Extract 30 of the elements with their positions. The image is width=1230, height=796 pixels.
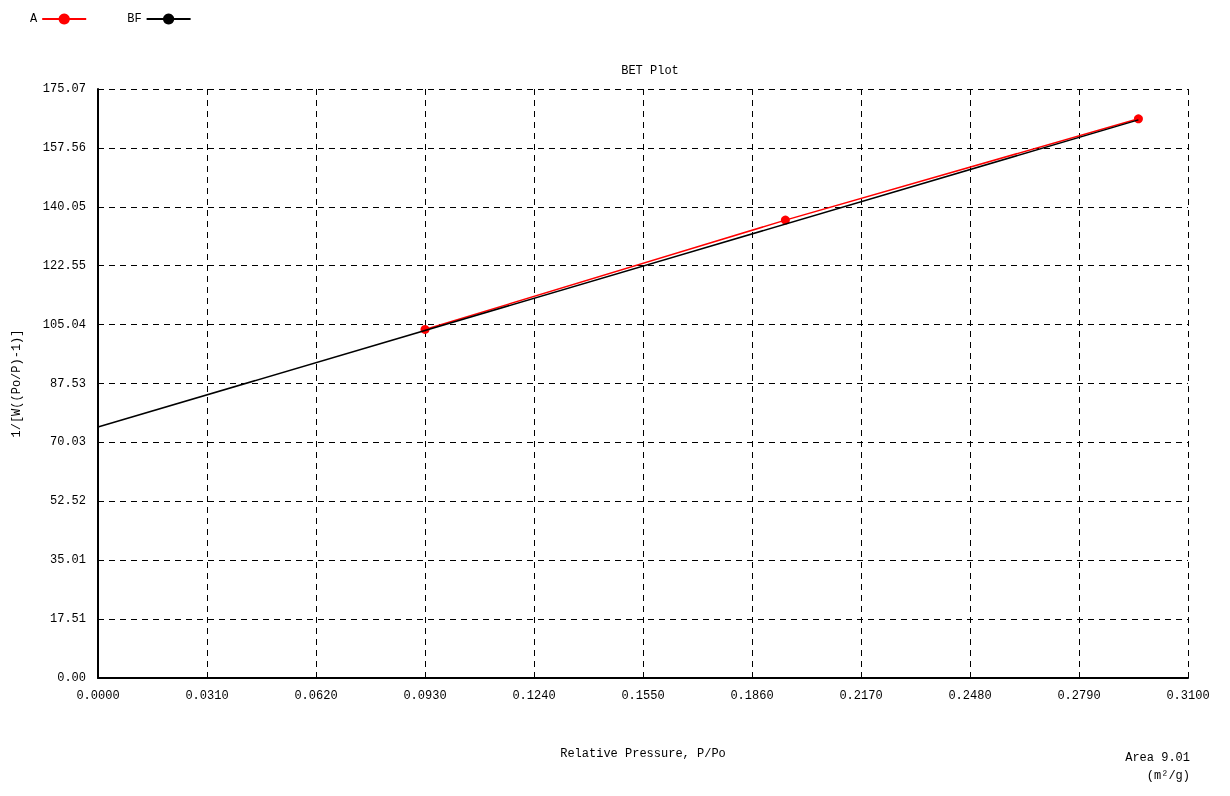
chart-title: BET Plot	[621, 64, 679, 78]
x-tick-label: 0.0620	[294, 689, 338, 703]
x-tick-label: 0.1550	[621, 689, 665, 703]
x-tick-label: 0.0310	[185, 689, 229, 703]
y-tick-label: 122.55	[42, 258, 86, 273]
text: (m²/g)	[1146, 769, 1190, 783]
x-tick-label: 0.1860	[730, 689, 774, 703]
x-tick-label: 0.3100	[1166, 689, 1210, 703]
y-tick-label: 175.07	[42, 82, 86, 96]
y-tick-label: 87.53	[49, 376, 86, 391]
y-tick-label: 35.01	[49, 553, 86, 568]
y-tick-label: 140.05	[42, 199, 86, 214]
legend-label: BF	[127, 12, 142, 26]
x-tick-label: 0.2170	[839, 689, 883, 703]
y-axis-title: 1/[W((Po/P)-1)]	[10, 329, 24, 438]
x-tick-label: 0.2790	[1057, 689, 1101, 703]
y-tick-label: 0.00	[57, 671, 86, 685]
y-tick-label: 105.04	[42, 317, 86, 332]
y-tick-label: 52.52	[49, 494, 86, 509]
x-tick-label: 0.0000	[76, 689, 120, 703]
x-tick-label: 0.0930	[403, 689, 447, 703]
x-axis-title: Relative Pressure, P/Po	[560, 747, 726, 761]
x-tick-label: 0.1240	[512, 689, 556, 703]
x-tick-label: 0.2480	[948, 689, 992, 703]
legend-label: A	[30, 12, 38, 26]
y-tick-label: 17.51	[49, 612, 86, 627]
y-tick-label: 70.03	[49, 435, 86, 450]
point	[1133, 114, 1143, 124]
text: Area 9.01	[1125, 751, 1190, 765]
y-tick-label: 157.56	[42, 140, 86, 155]
